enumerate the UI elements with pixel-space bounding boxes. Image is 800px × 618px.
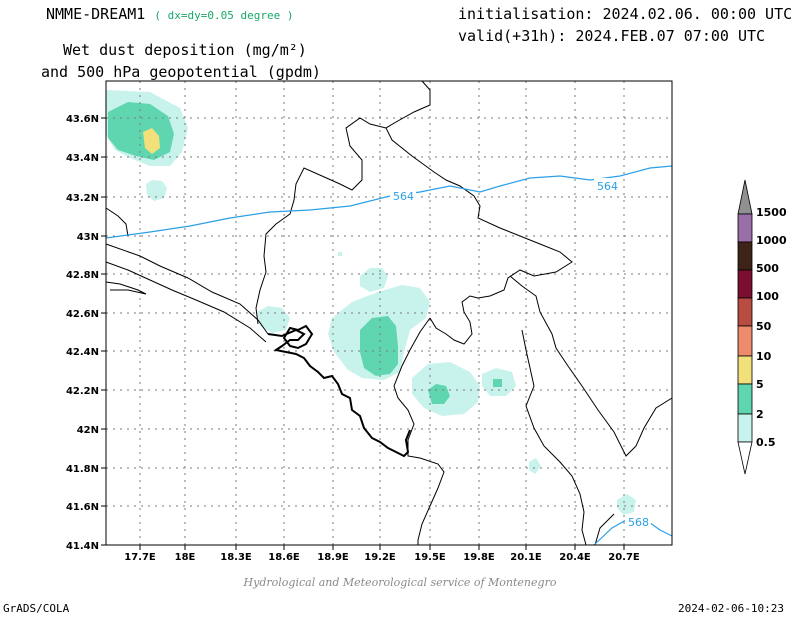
y-label: 43N	[77, 232, 99, 243]
x-label: 18.3E	[220, 552, 252, 563]
y-label: 42N	[77, 425, 99, 436]
colorbar-swatch	[737, 241, 753, 271]
coast-croatia	[105, 243, 269, 335]
border-east-ridge	[509, 275, 673, 457]
y-label: 41.6N	[66, 502, 99, 513]
model-name: NMME-DREAM1	[46, 5, 146, 23]
deposition-area-central-core	[360, 316, 398, 376]
software-label: GrADS/COLA	[3, 602, 70, 615]
x-label: 17.7E	[124, 552, 156, 563]
x-label: 19.2E	[364, 552, 396, 563]
border-north-arc	[385, 80, 573, 345]
deposition-area-nw-small	[146, 180, 167, 201]
border-albania-east	[521, 329, 587, 546]
colorbar-label: 1500	[756, 206, 787, 219]
model-title: NMME-DREAM1 ( dx=dy=0.05 degree )	[46, 5, 293, 23]
y-axis	[101, 117, 106, 546]
deposition-area-east-core	[493, 379, 502, 387]
y-label: 41.4N	[66, 541, 99, 552]
colorbar-swatch	[737, 297, 753, 327]
x-label: 20.7E	[608, 552, 640, 563]
colorbar-label: 50	[756, 320, 772, 333]
y-label: 43.2N	[66, 193, 99, 204]
model-resolution: ( dx=dy=0.05 degree )	[154, 9, 294, 22]
colorbar-swatch	[737, 213, 753, 243]
contour-label-568: 568	[628, 516, 649, 529]
contour-564	[105, 165, 673, 239]
y-label: 43.6N	[66, 114, 99, 125]
x-label: 20.1E	[510, 552, 542, 563]
colorbar-under-triangle	[737, 441, 753, 475]
map-title-line2: and 500 hPa geopotential (gpdm)	[41, 63, 321, 81]
colorbar	[737, 179, 753, 475]
x-label: 18.9E	[317, 552, 349, 563]
deposition-area-south-core	[428, 384, 450, 404]
x-label: 18.6E	[268, 552, 300, 563]
deposition-area-nw-max	[143, 128, 160, 154]
lat-lon-grid	[106, 81, 672, 545]
colorbar-swatch	[737, 413, 753, 443]
colorbar-swatch	[737, 383, 753, 415]
map-title-line1: Wet dust deposition (mg/m²)	[63, 41, 307, 59]
x-label: 18E	[175, 552, 196, 563]
coast-bosnia-west	[105, 207, 129, 237]
x-label: 20.4E	[559, 552, 591, 563]
deposition-area-west	[257, 306, 290, 333]
x-label: 19.5E	[414, 552, 446, 563]
generation-timestamp: 2024-02-06-10:23	[678, 602, 784, 615]
y-label: 41.8N	[66, 464, 99, 475]
deposition-area-east-small	[529, 458, 541, 474]
valid-time: valid(+31h): 2024.FEB.07 07:00 UTC	[458, 27, 766, 45]
y-label: 43.4N	[66, 153, 99, 164]
deposition-area-central-north	[360, 268, 388, 292]
colorbar-label: 5	[756, 378, 764, 391]
colorbar-label: 10	[756, 350, 772, 363]
colorbar-label: 100	[756, 290, 779, 303]
y-label: 42.8N	[66, 270, 99, 281]
y-label: 42.2N	[66, 386, 99, 397]
contour-label-564-b: 564	[597, 180, 618, 193]
y-label: 42.4N	[66, 347, 99, 358]
wet-deposition-field	[106, 90, 636, 515]
x-label: 19.8E	[463, 552, 495, 563]
border-ne	[255, 117, 387, 325]
colorbar-label: 1000	[756, 234, 787, 247]
colorbar-swatch	[737, 269, 753, 299]
montenegro-coastline	[267, 324, 411, 458]
contour-label-564-a: 564	[393, 190, 414, 203]
coast-croatia-inner	[105, 261, 267, 343]
colorbar-label: 2	[756, 408, 764, 421]
colorbar-swatch	[737, 325, 753, 357]
border-albania-south	[594, 513, 615, 546]
deposition-area-se	[617, 494, 636, 515]
colorbar-swatch	[737, 355, 753, 385]
x-axis	[139, 545, 625, 550]
deposition-area-dot	[338, 252, 342, 256]
colorbar-label: 0.5	[756, 436, 776, 449]
coast-peninsula	[105, 281, 147, 295]
y-label: 42.6N	[66, 309, 99, 320]
init-time: initialisation: 2024.02.06. 00:00 UTC	[458, 5, 793, 23]
credit-line: Hydrological and Meteorological service …	[243, 576, 557, 589]
colorbar-over-triangle	[737, 179, 753, 215]
colorbar-label: 500	[756, 262, 779, 275]
